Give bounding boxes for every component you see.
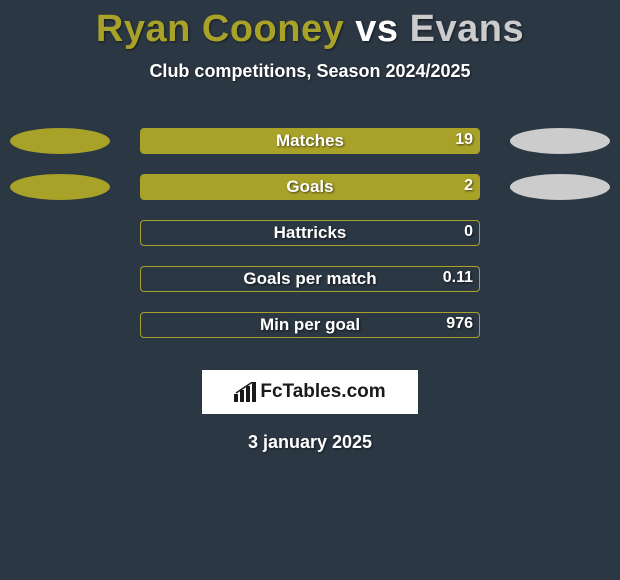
- stat-bar: Matches 19: [140, 128, 480, 154]
- logo-text: FcTables.com: [234, 381, 385, 403]
- stat-value-player2: 976: [446, 315, 473, 333]
- stat-value-player2: 19: [455, 131, 473, 149]
- stat-value-player2: 0: [464, 223, 473, 241]
- player1-marker: [10, 128, 110, 154]
- stat-bar: Hattricks 0: [140, 220, 480, 246]
- stat-bar: Min per goal 976: [140, 312, 480, 338]
- stat-row: Matches 19: [0, 122, 620, 168]
- stat-row: Hattricks 0: [0, 214, 620, 260]
- stat-row: Goals 2: [0, 168, 620, 214]
- player2-marker: [510, 128, 610, 154]
- player1-marker: [10, 174, 110, 200]
- stat-label: Min per goal: [260, 315, 360, 335]
- stat-label: Matches: [276, 131, 344, 151]
- stats-container: Matches 19 Goals 2 Hattricks 0 Goals per match…: [0, 122, 620, 352]
- stat-value-player2: 2: [464, 177, 473, 195]
- player1-name: Ryan Cooney: [96, 8, 344, 50]
- stat-bar: Goals 2: [140, 174, 480, 200]
- stat-row: Min per goal 976: [0, 306, 620, 352]
- stat-row: Goals per match 0.11: [0, 260, 620, 306]
- subtitle: Club competitions, Season 2024/2025: [0, 61, 620, 82]
- stat-label: Goals: [286, 177, 333, 197]
- snapshot-date: 3 january 2025: [0, 432, 620, 453]
- player2-name: Evans: [410, 8, 524, 50]
- title-vs: vs: [355, 8, 398, 50]
- attribution-logo[interactable]: FcTables.com: [202, 370, 418, 414]
- stat-bar: Goals per match 0.11: [140, 266, 480, 292]
- stat-value-player2: 0.11: [443, 269, 473, 287]
- comparison-title: Ryan Cooney vs Evans: [0, 0, 620, 51]
- player2-marker: [510, 174, 610, 200]
- logo-label: FcTables.com: [260, 381, 385, 403]
- stat-label: Goals per match: [243, 269, 376, 289]
- stat-label: Hattricks: [274, 223, 347, 243]
- bar-chart-icon: [234, 382, 256, 402]
